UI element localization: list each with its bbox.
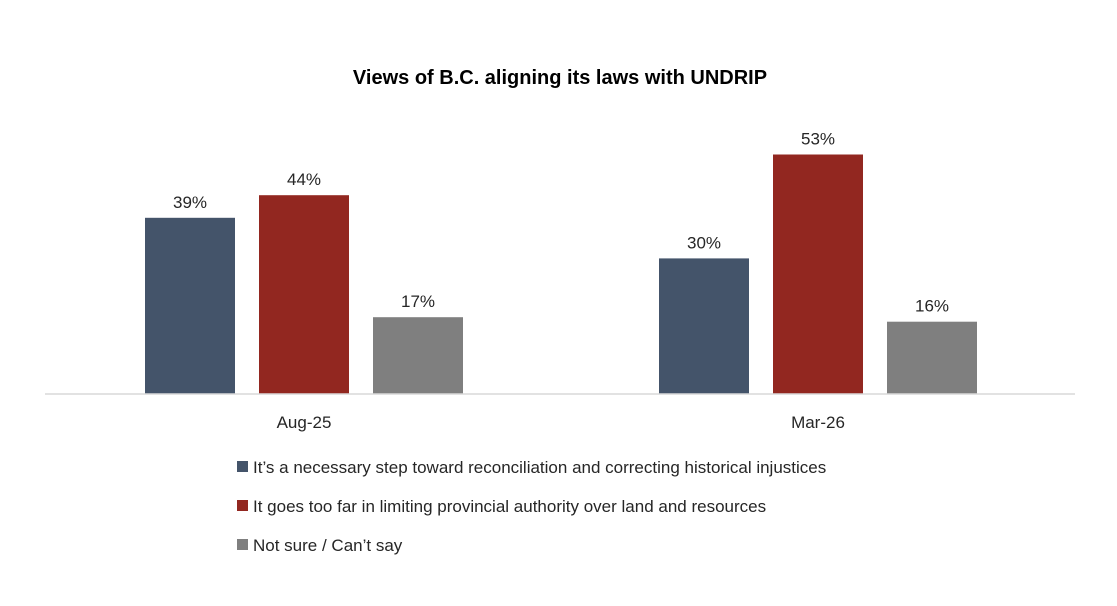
data-label-aug-25-series-2: 44% (287, 170, 321, 189)
data-label-mar-26-series-3: 16% (915, 297, 949, 316)
legend: It’s a necessary step toward reconciliat… (237, 458, 826, 555)
bars-layer (145, 154, 977, 394)
legend-swatch-series-3 (237, 539, 248, 550)
bar-mar-26-series-2 (773, 154, 863, 394)
legend-label-series-2: It goes too far in limiting provincial a… (253, 497, 766, 516)
bar-mar-26-series-3 (887, 321, 977, 394)
bar-aug-25-series-2 (259, 195, 349, 394)
data-label-aug-25-series-3: 17% (401, 292, 435, 311)
data-label-mar-26-series-1: 30% (687, 233, 721, 252)
legend-label-series-3: Not sure / Can’t say (253, 536, 403, 555)
bar-aug-25-series-1 (145, 217, 235, 394)
data-label-aug-25-series-1: 39% (173, 193, 207, 212)
bar-mar-26-series-1 (659, 258, 749, 394)
chart-title: Views of B.C. aligning its laws with UND… (353, 67, 767, 89)
legend-swatch-series-2 (237, 500, 248, 511)
x-tick-label-mar-26: Mar-26 (791, 413, 845, 432)
legend-swatch-series-1 (237, 461, 248, 472)
data-label-mar-26-series-2: 53% (801, 130, 835, 149)
x-tick-label-aug-25: Aug-25 (277, 413, 332, 432)
data-labels-layer: 39% 44% 17% 30% 53% 16% (173, 130, 949, 316)
bar-aug-25-series-3 (373, 317, 463, 394)
legend-label-series-1: It’s a necessary step toward reconciliat… (253, 458, 826, 477)
x-tick-labels: Aug-25 Mar-26 (277, 413, 845, 432)
